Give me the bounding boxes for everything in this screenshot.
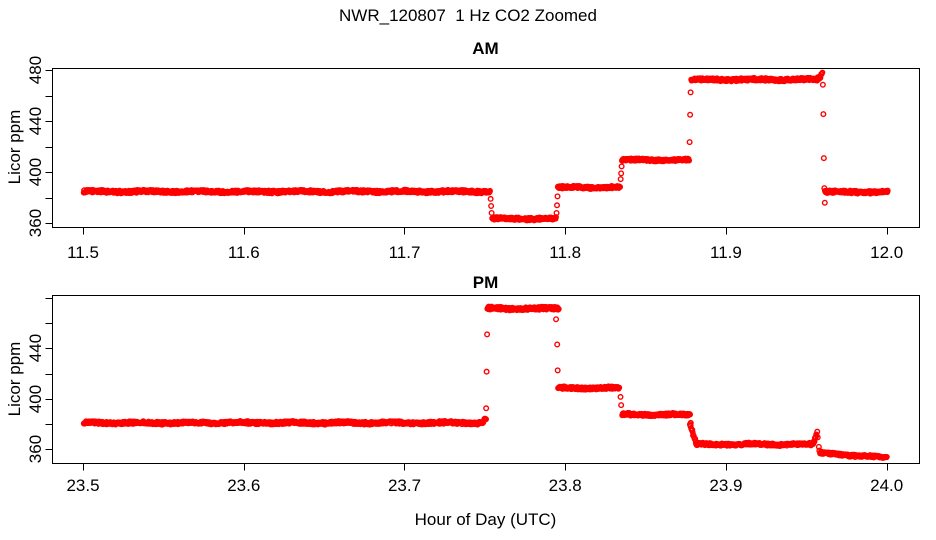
am-panel-title: AM (472, 39, 499, 58)
am-y-axis-label: Licor ppm (5, 109, 24, 185)
x-axis-label: Hour of Day (UTC) (414, 510, 557, 529)
x-tick-label: 11.6 (227, 243, 260, 262)
y-tick-label: 400 (26, 384, 45, 414)
pm-panel-title: PM (472, 273, 499, 292)
figure-title: NWR_120807 1 Hz CO2 Zoomed (339, 6, 597, 25)
y-tick-label: 400 (26, 157, 45, 187)
x-tick-label: 11.8 (549, 243, 582, 262)
x-tick-label: 23.9 (709, 476, 743, 495)
y-tick-label: 480 (26, 55, 45, 85)
x-tick-label: 11.9 (710, 243, 742, 262)
x-tick-label: 23.5 (66, 476, 100, 495)
x-tick-label: 23.8 (548, 476, 582, 495)
y-tick-label: 360 (26, 435, 45, 464)
pm-y-axis-label: Licor ppm (5, 341, 24, 417)
x-tick-label: 23.6 (227, 476, 261, 495)
x-tick-label: 11.7 (388, 243, 421, 262)
x-tick-label: 23.7 (387, 476, 422, 495)
x-tick-label: 11.5 (67, 243, 99, 262)
y-tick-label: 440 (26, 334, 45, 363)
y-tick-label: 440 (26, 106, 45, 136)
x-tick-label: 12.0 (870, 243, 904, 262)
x-tick-label: 24.0 (870, 476, 904, 495)
y-tick-label: 360 (26, 208, 45, 238)
